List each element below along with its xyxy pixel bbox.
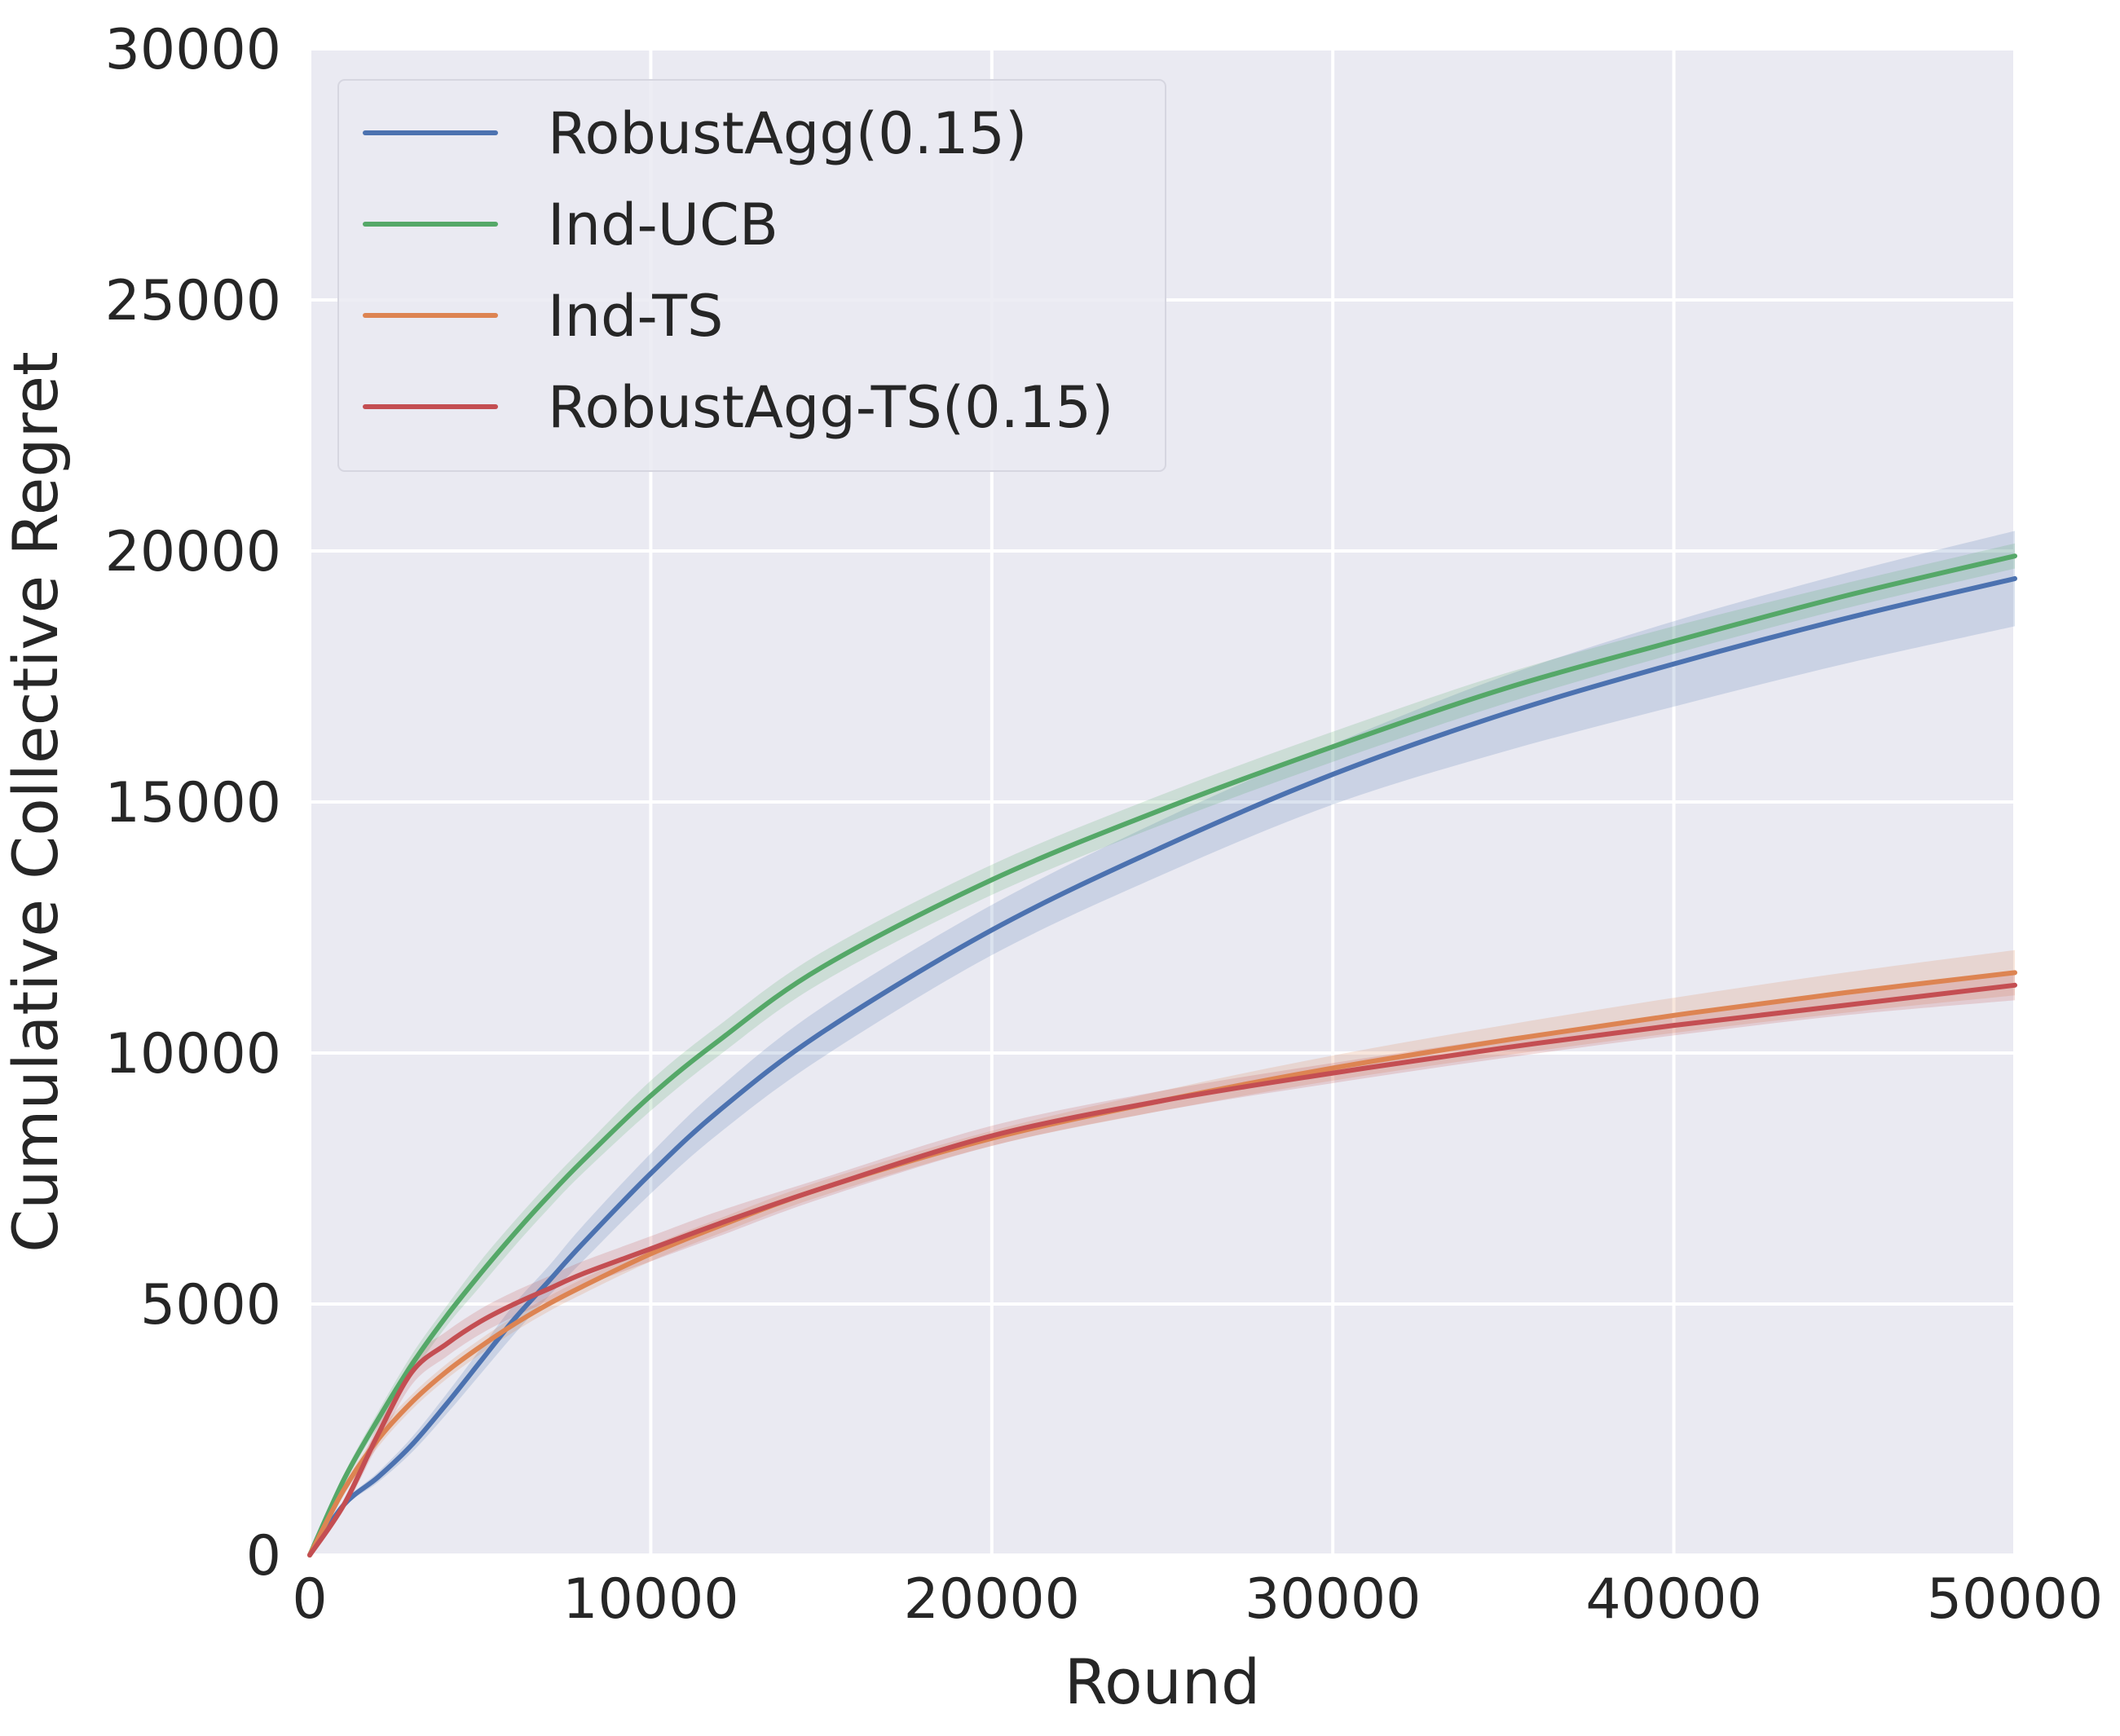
x-axis-label: Round xyxy=(1064,1646,1260,1718)
y-tick-labels: 0 5000 10000 15000 20000 25000 30000 xyxy=(105,18,281,1588)
series-line-2 xyxy=(307,553,2017,1558)
y-axis-label: Cumulative Collective Regret xyxy=(0,351,72,1253)
y-tick-label: 25000 xyxy=(105,269,281,333)
x-tick-labels: 0 10000 20000 30000 40000 50000 xyxy=(292,1567,2103,1632)
legend-label: RobustAgg-TS(0.15) xyxy=(548,374,1113,441)
y-tick-label: 5000 xyxy=(140,1273,281,1337)
x-tick-label: 40000 xyxy=(1585,1567,1761,1632)
x-tick-label: 0 xyxy=(292,1567,327,1632)
y-tick-label: 10000 xyxy=(105,1022,281,1086)
legend: RobustAgg(0.15) Ind-UCB Ind-TS RobustAgg-TS… xyxy=(337,79,1166,472)
legend-label: Ind-TS xyxy=(548,283,723,350)
x-tick-label: 10000 xyxy=(562,1567,738,1632)
y-tick-label: 30000 xyxy=(105,18,281,82)
legend-frame xyxy=(337,79,1166,472)
series-line-1 xyxy=(307,575,2017,1558)
x-tick-label: 30000 xyxy=(1245,1567,1421,1632)
legend-label: Ind-UCB xyxy=(548,192,778,258)
x-tick-label: 50000 xyxy=(1927,1567,2103,1632)
y-tick-label: 20000 xyxy=(105,520,281,584)
y-tick-label: 0 xyxy=(246,1524,281,1588)
y-tick-label: 15000 xyxy=(105,771,281,835)
series-lines xyxy=(307,553,2017,1558)
x-tick-label: 20000 xyxy=(904,1567,1080,1632)
series-line-4 xyxy=(307,982,2017,1558)
confidence-band-1 xyxy=(310,531,2015,1555)
legend-label: RobustAgg(0.15) xyxy=(548,100,1027,167)
